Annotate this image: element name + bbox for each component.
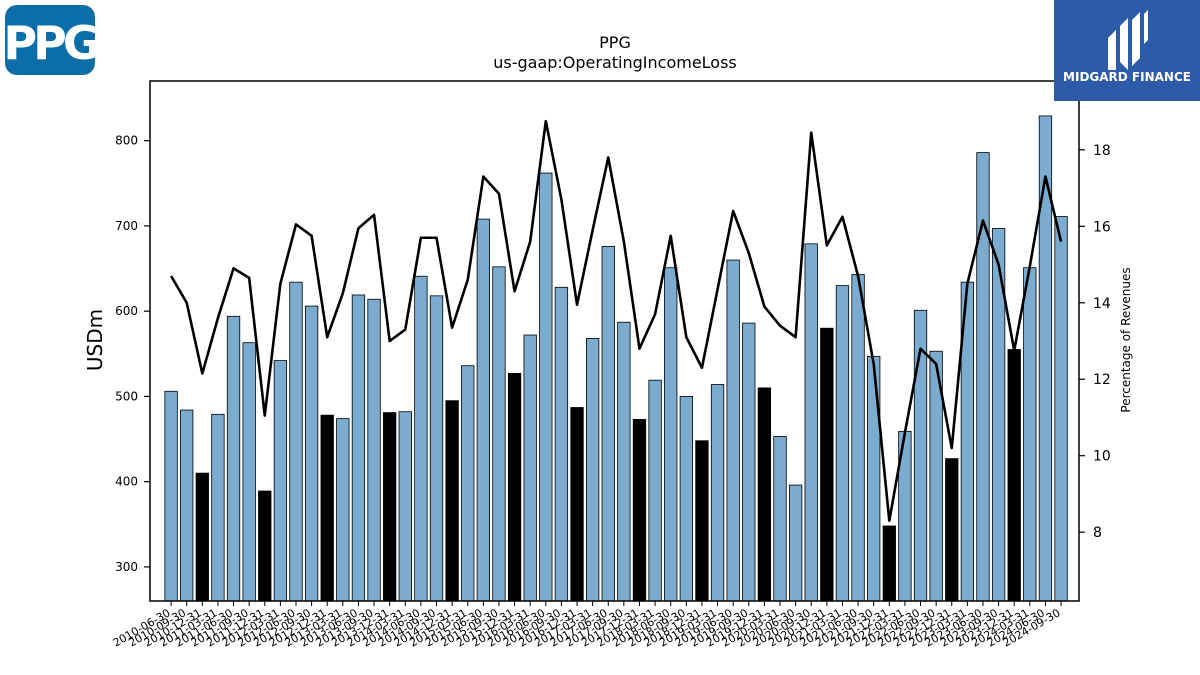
ppg-logo: PPG — [5, 5, 95, 75]
bar-2012-09-30 — [304, 305, 319, 602]
bar-2015-12-31 — [507, 372, 522, 602]
bar-2012-03-31 — [273, 360, 288, 602]
bar-2010-12-31 — [195, 472, 209, 602]
bar-2018-09-30 — [679, 396, 693, 602]
bar-2011-03-31 — [211, 413, 225, 602]
bar-2022-12-31 — [945, 458, 959, 602]
y-tick-label: 700 — [115, 219, 138, 233]
bar-2012-06-30 — [289, 281, 303, 602]
bar-2020-12-31 — [820, 327, 834, 602]
bar-2021-09-30 — [867, 355, 881, 602]
bar-2012-12-31 — [320, 414, 334, 602]
publisher-name: MIDGARD FINANCE — [1063, 70, 1191, 84]
bar-2014-03-31 — [398, 411, 412, 602]
bar-2016-06-30 — [539, 172, 553, 602]
y-tick-label: 600 — [115, 304, 138, 318]
bar-2010-09-30 — [180, 409, 194, 602]
bar-2024-06-30 — [1038, 115, 1053, 602]
bar-2015-09-30 — [492, 266, 506, 602]
y-tick-label: 800 — [115, 134, 138, 148]
midgard-finance-logo: MIDGARD FINANCE — [1054, 0, 1200, 101]
bar-2024-09-30 — [1054, 216, 1068, 602]
bar-2018-12-31 — [695, 440, 709, 602]
plot-frame — [149, 80, 1080, 602]
bar-2013-09-30 — [367, 298, 381, 602]
bar-2016-03-31 — [523, 334, 537, 602]
bar-2015-06-30 — [476, 218, 490, 602]
bar-2014-06-30 — [414, 275, 428, 602]
y-axis: 300 400 500 600 700 800 — [115, 134, 150, 574]
bar-2020-06-30 — [788, 484, 803, 602]
bar-2021-12-31 — [882, 525, 896, 602]
bar-2020-03-31 — [773, 436, 787, 602]
chart-subtitle: us-gaap:OperatingIncomeLoss — [493, 53, 737, 72]
y2-tick-label: 12 — [1093, 372, 1111, 388]
percentage-line — [169, 119, 1063, 523]
bar-2011-06-30 — [226, 315, 241, 602]
bar-2023-12-31 — [1007, 349, 1021, 602]
bar-2013-06-30 — [351, 294, 366, 602]
bar-2014-12-31 — [445, 400, 459, 602]
bar-2019-06-30 — [726, 259, 740, 602]
y-axis-label: USDm — [83, 309, 107, 371]
y2-tick-label: 14 — [1093, 296, 1111, 312]
y-tick-label: 400 — [115, 475, 138, 489]
bar-2017-03-31 — [586, 338, 600, 602]
y-tick-label: 500 — [115, 389, 138, 403]
bar-2017-12-31 — [632, 419, 647, 602]
bar-2017-06-30 — [601, 245, 615, 602]
y2-tick-label: 18 — [1093, 143, 1111, 159]
bar-2021-03-31 — [835, 285, 850, 602]
bar-2019-12-31 — [757, 387, 772, 602]
y2-axis: 8 10 12 14 16 18 — [1079, 143, 1111, 541]
bar-2015-03-31 — [461, 365, 475, 602]
bar-2018-06-30 — [664, 267, 678, 602]
x-axis: 2010-06-302010-09-302010-12-312011-03-31… — [111, 601, 1063, 650]
bar-2011-12-31 — [258, 490, 272, 602]
bar-2016-12-31 — [570, 407, 584, 602]
bar-2016-09-30 — [554, 286, 569, 602]
midgard-emblem-icon — [1108, 10, 1148, 70]
y2-tick-label: 16 — [1093, 219, 1111, 235]
bar-2017-09-30 — [617, 321, 631, 602]
bar-2011-09-30 — [242, 342, 256, 602]
y2-tick-label: 10 — [1093, 449, 1111, 465]
chart-title: PPG — [599, 33, 631, 52]
bar-2013-12-31 — [383, 412, 397, 602]
bar-2019-09-30 — [742, 322, 756, 602]
bar-2010-06-30 — [164, 390, 178, 602]
y-tick-label: 300 — [115, 560, 138, 574]
bar-2013-03-31 — [336, 418, 350, 602]
y2-axis-label: Percentage of Revenues — [1119, 267, 1133, 412]
bar-2020-09-30 — [804, 243, 818, 602]
ppg-logo-text: PPG — [5, 16, 95, 70]
percentage-line-series — [169, 119, 1063, 523]
bar-2014-09-30 — [429, 295, 444, 602]
bar-2021-06-30 — [851, 274, 865, 602]
y2-tick-label: 8 — [1093, 525, 1102, 541]
bar-2018-03-31 — [648, 379, 662, 602]
bar-2024-03-31 — [1023, 267, 1037, 602]
bar-2019-03-31 — [710, 384, 725, 602]
